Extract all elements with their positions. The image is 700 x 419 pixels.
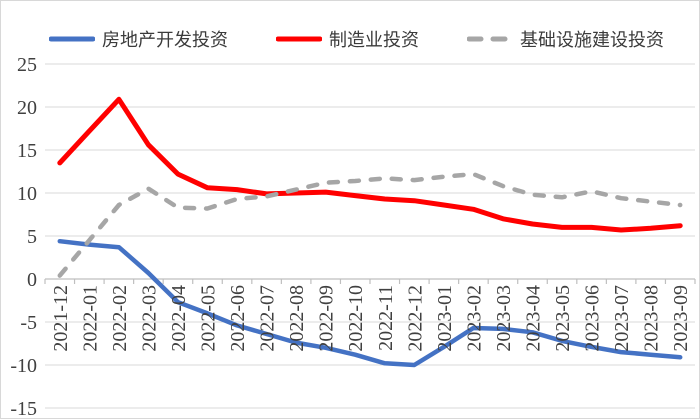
legend-item-manufacturing: 制造业投资 [276,26,419,52]
y-tick-label: 0 [27,269,37,291]
series-line-manufacturing [57,96,683,233]
x-tick-label: 2022-09 [316,285,338,352]
x-tick-label: 2023-01 [434,285,456,352]
x-tick-label: 2023-08 [641,285,663,352]
x-tick-label: 2022-06 [227,285,249,352]
series-line-real-estate [57,238,683,368]
x-tick-label: 2022-01 [79,285,101,352]
legend-line-swatch-manufacturing-icon [276,36,322,42]
x-tick-label: 2022-07 [257,285,279,352]
y-tick-label: -10 [10,355,37,377]
legend-item-infrastructure: 基础设施建设投资 [467,26,664,52]
x-tick-label: 2022-03 [138,285,160,352]
chart-legend: 房地产开发投资 制造业投资 基础设施建设投资 [49,26,664,52]
legend-label: 基础设施建设投资 [520,30,664,50]
x-tick-label: 2021-12 [50,285,72,352]
legend-line-swatch-infrastructure-icon [467,36,513,42]
y-tick-label: -5 [20,312,37,334]
series-line-infrastructure [57,171,683,278]
legend-label: 制造业投资 [329,30,419,50]
x-tick-label: 2023-04 [523,285,545,352]
x-tick-label: 2023-09 [670,285,692,352]
x-tick-label: 2023-03 [493,285,515,352]
x-tick-label: 2023-02 [463,285,485,352]
x-tick-label: 2022-10 [345,285,367,352]
y-tick-label: 20 [17,97,37,119]
y-tick-label: 5 [27,226,37,248]
legend-line-swatch-real-estate-icon [49,36,95,42]
x-tick-label: 2023-06 [582,285,604,352]
y-tick-label: 10 [17,183,37,205]
x-tick-label: 2022-08 [286,285,308,352]
x-tick-label: 2022-12 [404,285,426,352]
x-tick-label: 2022-05 [198,285,220,352]
x-tick-label: 2022-04 [168,285,190,352]
legend-item-real-estate: 房地产开发投资 [49,26,228,52]
y-tick-label: 25 [17,54,37,76]
x-tick-label: 2023-07 [611,285,633,352]
x-tick-label: 2022-11 [375,285,397,351]
legend-label: 房地产开发投资 [102,30,228,50]
y-tick-label: -15 [10,398,37,419]
x-tick-label: 2022-02 [109,285,131,352]
y-tick-label: 15 [17,140,37,162]
x-tick-label: 2023-05 [552,285,574,352]
